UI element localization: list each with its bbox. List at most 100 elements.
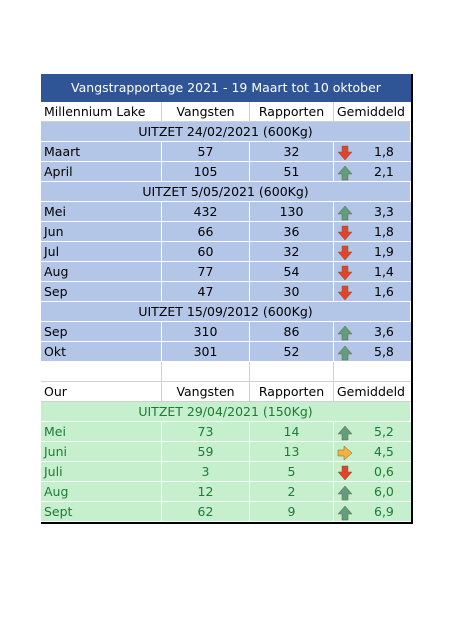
rapporten: 36 <box>250 222 334 242</box>
data-row: Okt 301 52 5,8 <box>41 342 411 362</box>
gemiddeld: 1,4 <box>374 264 394 279</box>
trend-arrow <box>337 465 353 481</box>
month: Jul <box>41 242 162 262</box>
month: Jun <box>41 222 162 242</box>
rapporten: 51 <box>250 162 334 182</box>
empty-cell <box>250 362 334 382</box>
trend-arrow <box>337 485 353 501</box>
header-cell: Millennium Lake <box>41 102 162 122</box>
arrow-shape <box>337 325 353 341</box>
vangsten: 47 <box>162 282 250 302</box>
month: Okt <box>41 342 162 362</box>
vangsten: 59 <box>162 442 250 462</box>
data-row: Aug 77 54 1,4 <box>41 262 411 282</box>
group-label: UITZET 29/04/2021 (150Kg) <box>41 402 411 422</box>
gemiddeld: 5,2 <box>374 424 394 439</box>
month: Maart <box>41 142 162 162</box>
vangsten: 62 <box>162 502 250 522</box>
arrow-shape <box>337 265 353 281</box>
header-row: Our Vangsten Rapporten Gemiddeld <box>41 382 411 402</box>
arrow-shape <box>337 145 353 161</box>
gemiddeld: 1,9 <box>374 244 394 259</box>
month: Sept <box>41 502 162 522</box>
rapporten: 14 <box>250 422 334 442</box>
gemiddeld-cell: 4,5 <box>334 442 411 462</box>
arrow-shape <box>337 285 353 301</box>
vangsten: 310 <box>162 322 250 342</box>
gemiddeld-cell: 1,6 <box>334 282 411 302</box>
trend-arrow <box>337 505 353 521</box>
data-row: Juni 59 13 4,5 <box>41 442 411 462</box>
gemiddeld-cell: 1,4 <box>334 262 411 282</box>
vangsten: 432 <box>162 202 250 222</box>
gemiddeld-cell: 3,3 <box>334 202 411 222</box>
header-cell: Vangsten <box>162 382 250 402</box>
rapporten: 13 <box>250 442 334 462</box>
group-row: UITZET 29/04/2021 (150Kg) <box>41 402 411 422</box>
data-row: Aug 12 2 6,0 <box>41 482 411 502</box>
data-row: Mei 73 14 5,2 <box>41 422 411 442</box>
group-label: UITZET 15/09/2012 (600Kg) <box>41 302 411 322</box>
gemiddeld-cell: 6,9 <box>334 502 411 522</box>
rapporten: 30 <box>250 282 334 302</box>
data-row: Sept 62 9 6,9 <box>41 502 411 522</box>
gemiddeld: 6,0 <box>374 484 394 499</box>
rapporten: 32 <box>250 242 334 262</box>
trend-arrow <box>337 345 353 361</box>
header-cell: Gemiddeld <box>334 382 411 402</box>
rapporten: 54 <box>250 262 334 282</box>
month: April <box>41 162 162 182</box>
arrow-shape <box>337 465 353 481</box>
arrow-shape <box>337 505 353 521</box>
vangsten: 301 <box>162 342 250 362</box>
gemiddeld-cell: 1,8 <box>334 222 411 242</box>
trend-arrow <box>337 245 353 261</box>
data-row: Sep 310 86 3,6 <box>41 322 411 342</box>
empty-cell <box>334 362 411 382</box>
rapporten: 32 <box>250 142 334 162</box>
vangsten: 66 <box>162 222 250 242</box>
month: Sep <box>41 322 162 342</box>
month: Sep <box>41 282 162 302</box>
vangsten: 73 <box>162 422 250 442</box>
month: Mei <box>41 202 162 222</box>
rapporten: 9 <box>250 502 334 522</box>
trend-arrow <box>337 445 353 461</box>
data-row: Jul 60 32 1,9 <box>41 242 411 262</box>
arrow-shape <box>337 205 353 221</box>
trend-arrow <box>337 325 353 341</box>
empty-cell <box>41 362 162 382</box>
data-row: Maart 57 32 1,8 <box>41 142 411 162</box>
trend-arrow <box>337 225 353 241</box>
arrow-shape <box>337 245 353 261</box>
empty-cell <box>162 362 250 382</box>
group-row: UITZET 15/09/2012 (600Kg) <box>41 302 411 322</box>
data-row: April 105 51 2,1 <box>41 162 411 182</box>
month: Aug <box>41 262 162 282</box>
title: Vangstrapportage 2021 - 19 Maart tot 10 … <box>41 74 411 102</box>
trend-arrow <box>337 425 353 441</box>
trend-arrow <box>337 165 353 181</box>
header-cell: Vangsten <box>162 102 250 122</box>
month: Mei <box>41 422 162 442</box>
gemiddeld-cell: 3,6 <box>334 322 411 342</box>
gemiddeld-cell: 2,1 <box>334 162 411 182</box>
header-cell: Our <box>41 382 162 402</box>
gemiddeld: 0,6 <box>374 464 394 479</box>
group-label: UITZET 24/02/2021 (600Kg) <box>41 122 411 142</box>
gemiddeld-cell: 0,6 <box>334 462 411 482</box>
gemiddeld-cell: 5,8 <box>334 342 411 362</box>
gemiddeld: 3,6 <box>374 324 394 339</box>
vangsten: 12 <box>162 482 250 502</box>
vangsten: 60 <box>162 242 250 262</box>
rapporten: 2 <box>250 482 334 502</box>
trend-arrow <box>337 145 353 161</box>
data-row: Juli 3 5 0,6 <box>41 462 411 482</box>
spreadsheet: Vangstrapportage 2021 - 19 Maart tot 10 … <box>41 74 413 524</box>
arrow-shape <box>337 485 353 501</box>
arrow-shape <box>337 445 353 461</box>
header-row: Millennium Lake Vangsten Rapporten Gemiddel… <box>41 102 411 122</box>
gemiddeld: 3,3 <box>374 204 394 219</box>
gemiddeld: 1,6 <box>374 284 394 299</box>
